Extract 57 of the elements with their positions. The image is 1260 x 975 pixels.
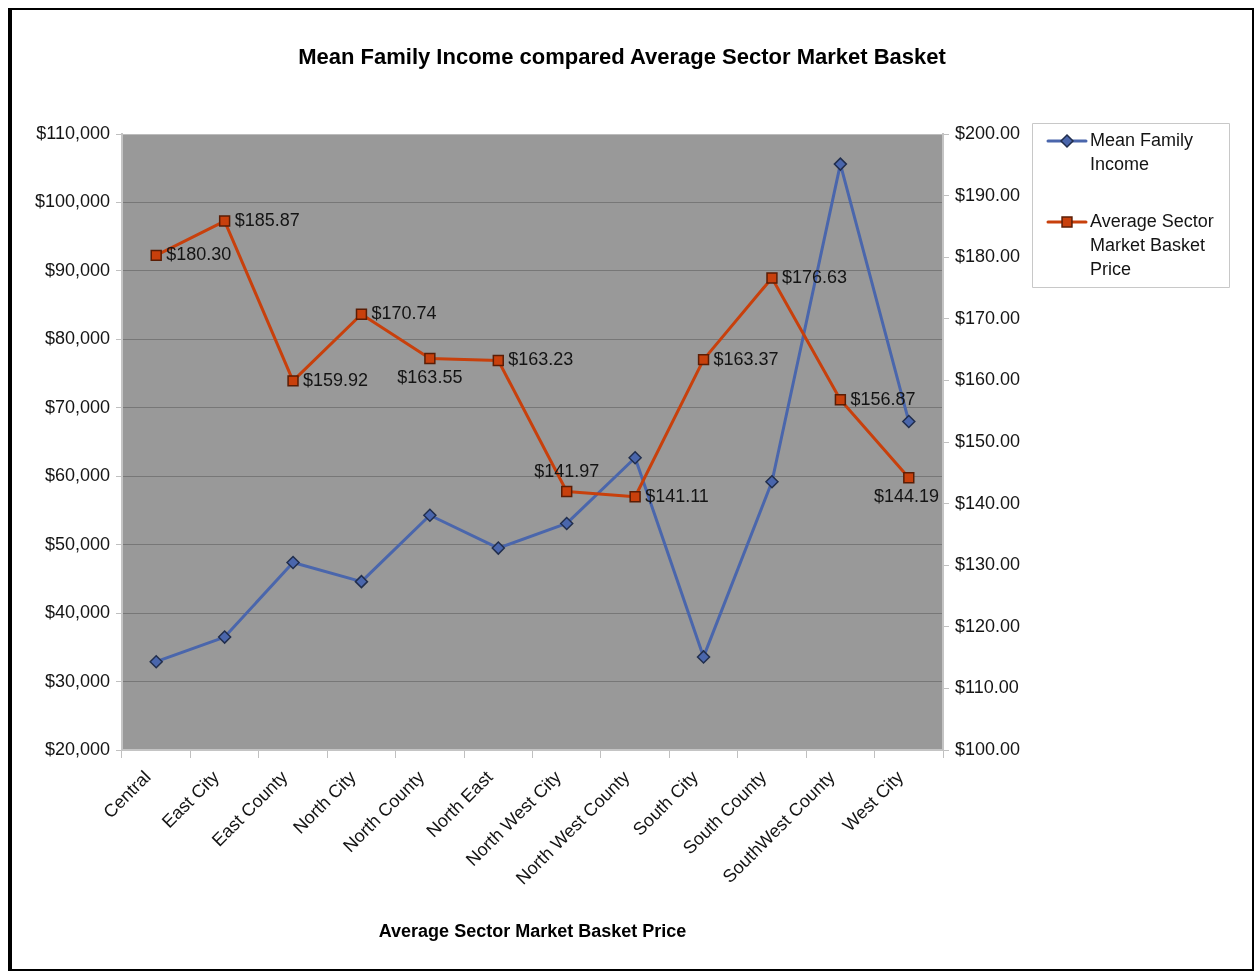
point (491, 541, 506, 555)
point (628, 450, 642, 465)
point (218, 215, 231, 227)
y2-tick-label: $120.00 (955, 615, 1021, 636)
point (287, 375, 299, 387)
data-label: $185.87 (234, 210, 300, 231)
data-label: $180.30 (166, 244, 232, 265)
point (559, 516, 574, 531)
point (834, 393, 847, 406)
data-label: $163.37 (713, 348, 779, 369)
point (696, 650, 711, 664)
y-tick-label: $80,000 (44, 328, 110, 349)
y2-tick-label: $140.00 (955, 492, 1021, 513)
y2-tick-label: $190.00 (955, 184, 1021, 205)
point (423, 508, 437, 522)
y-tick-label: $60,000 (44, 465, 110, 486)
y2-tick-label: $150.00 (955, 430, 1021, 451)
point (629, 491, 641, 503)
legend-label: Average Sector Market Basket Price (1090, 210, 1214, 279)
data-label: $170.74 (371, 303, 437, 324)
point (902, 414, 916, 429)
data-label: $163.23 (508, 349, 574, 370)
point (286, 555, 300, 570)
y2-tick-label: $200.00 (955, 122, 1021, 143)
y-tick-label: $40,000 (44, 602, 110, 623)
point (149, 654, 163, 669)
point (354, 574, 369, 589)
point (424, 352, 436, 365)
y-tick-label: $20,000 (44, 738, 110, 759)
chart-title: Mean Family Income compared Average Sector Market Basket (298, 44, 947, 70)
y2-tick-label: $130.00 (955, 554, 1021, 575)
y2-tick-label: $100.00 (955, 738, 1021, 759)
point (697, 353, 710, 366)
y-tick-label: $90,000 (44, 259, 110, 280)
y2-tick-label: $110.00 (955, 677, 1019, 698)
y2-tick-label: $170.00 (955, 307, 1021, 328)
y-tick-label: $50,000 (44, 533, 110, 554)
point (766, 272, 778, 284)
point (492, 354, 504, 367)
y-tick-label: $100,000 (34, 191, 110, 212)
y-tick-label: $30,000 (44, 670, 110, 691)
point (355, 308, 368, 320)
data-label: $163.55 (397, 366, 463, 387)
y2-tick-label: $180.00 (955, 246, 1021, 267)
point (217, 630, 232, 644)
point (561, 485, 573, 498)
point (833, 157, 848, 171)
y-tick-label: $70,000 (44, 396, 110, 417)
point (765, 474, 779, 489)
legend-label: Mean Family Income (1090, 129, 1194, 174)
point (150, 249, 162, 262)
data-label: $159.92 (303, 369, 369, 390)
data-label: $144.19 (873, 485, 940, 506)
point (903, 472, 915, 484)
y-tick-label: $110,000 (36, 122, 110, 143)
y2-tick-label: $160.00 (955, 369, 1021, 390)
x-axis-title: Average Sector Market Basket Price (378, 921, 687, 942)
